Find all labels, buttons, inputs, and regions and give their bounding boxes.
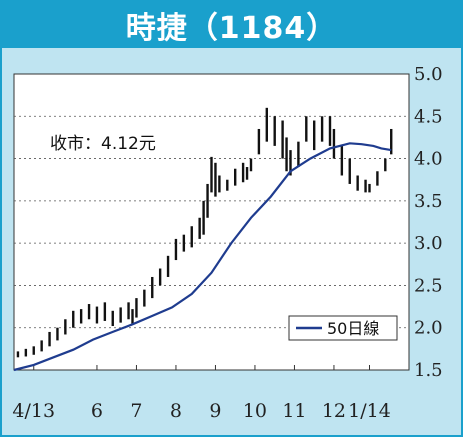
x-tick-label: 9 [209, 400, 221, 422]
x-tick-label: 6 [91, 400, 103, 422]
y-tick-label: 3.0 [414, 233, 443, 254]
y-tick-label: 4.0 [414, 149, 443, 170]
x-tick-label: 10 [243, 400, 267, 422]
y-tick-label: 5.0 [414, 64, 443, 85]
x-tick-label: 12 [322, 400, 346, 422]
chart-title: 時捷（1184） [2, 2, 461, 48]
legend-label: 50日線 [327, 319, 379, 338]
y-axis-ticks: 1.5 2.0 2.5 3.0 3.5 4.0 4.5 5.0 [414, 64, 443, 381]
y-tick-label: 1.5 [414, 360, 443, 381]
x-tick-label: 7 [130, 400, 142, 422]
x-axis-ticks: 4/13 6 7 8 9 10 11 12 1/14 [12, 365, 391, 422]
x-tick-label: 11 [282, 400, 306, 422]
price-bars [16, 107, 393, 358]
x-tick-label: 1/14 [348, 400, 391, 422]
ma50-line [13, 142, 392, 372]
x-tick-label: 8 [170, 400, 182, 422]
close-price-annotation: 收市：4.12元 [50, 134, 156, 154]
y-tick-label: 4.5 [414, 106, 443, 127]
y-tick-label: 2.5 [414, 275, 443, 296]
y-tick-label: 2.0 [414, 318, 443, 339]
x-tick-label: 4/13 [12, 400, 55, 422]
legend: 50日線 [288, 315, 398, 341]
y-tick-label: 3.5 [414, 191, 443, 212]
grid-lines [14, 115, 409, 329]
